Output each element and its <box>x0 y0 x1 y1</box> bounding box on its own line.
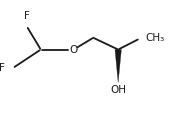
Text: OH: OH <box>110 85 126 95</box>
Text: O: O <box>70 45 78 55</box>
Text: F: F <box>0 63 5 73</box>
Text: F: F <box>24 11 29 21</box>
Polygon shape <box>115 50 121 83</box>
Text: CH₃: CH₃ <box>146 33 165 43</box>
